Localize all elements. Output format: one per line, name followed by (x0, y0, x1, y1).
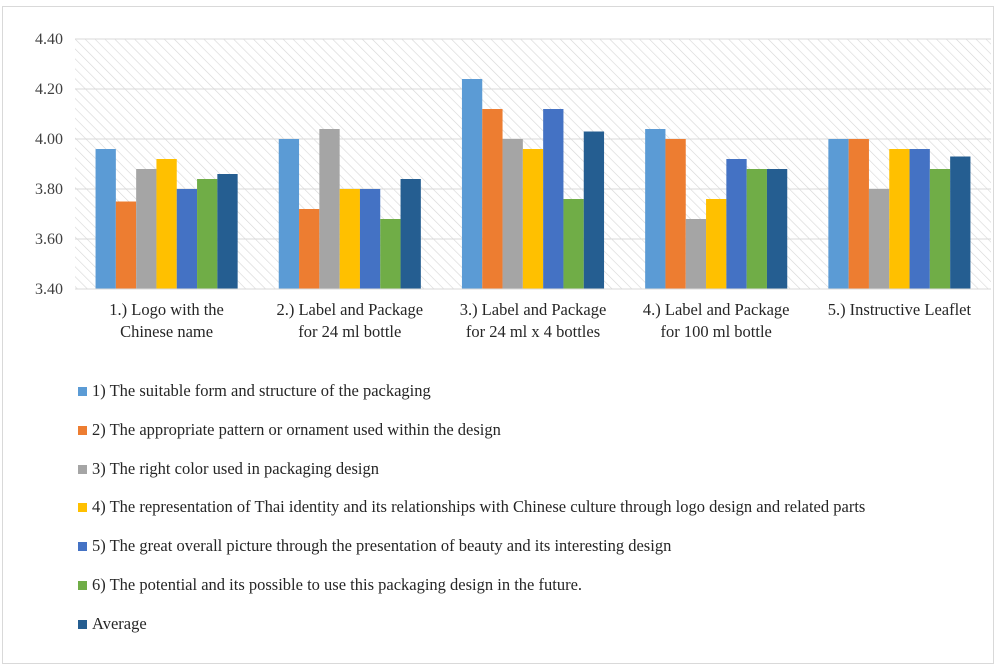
legend-swatch (78, 542, 87, 552)
legend-label: Average (92, 613, 147, 633)
bar (502, 139, 523, 289)
bar (115, 201, 137, 289)
bar (482, 109, 503, 289)
legend-label: 2) The appropriate pattern or ornament u… (92, 419, 501, 439)
legend-swatch (78, 503, 87, 513)
bar (665, 139, 686, 289)
y-tick-label: 4.40 (35, 31, 63, 48)
bar (299, 209, 320, 289)
legend-label: 1) The suitable form and structure of th… (92, 381, 431, 400)
bar (95, 149, 116, 289)
legend-label: 6) The potential and its possible to use… (92, 574, 583, 594)
bar (380, 219, 401, 289)
legend-item: Average (78, 614, 865, 653)
bar (746, 169, 767, 289)
legend-swatch (78, 619, 87, 629)
legend-label: 4) The representation of Thai identity a… (92, 497, 866, 517)
bar (645, 129, 666, 289)
bar (359, 189, 381, 289)
x-tick-label: for 24 ml bottle (298, 322, 401, 341)
legend-item: 4) The representation of Thai identity a… (78, 497, 865, 536)
bar (461, 79, 483, 289)
bar (950, 156, 971, 289)
bar (156, 159, 177, 289)
chart-frame: 3.40 3.60 3.80 4.00 4.20 4.40 1.) Logo with th… (2, 6, 994, 664)
legend-swatch (78, 580, 87, 590)
bar (563, 199, 584, 289)
legend-item: 2) The appropriate pattern or ornament u… (78, 420, 865, 459)
x-tick-label: for 24 ml x 4 bottles (466, 322, 600, 341)
bar (868, 189, 890, 289)
bar (583, 131, 605, 289)
bar (685, 219, 707, 289)
x-tick-label: 2.) Label and Package (276, 300, 423, 319)
y-tick-label: 3.80 (35, 181, 63, 198)
y-tick-label: 3.40 (35, 281, 63, 298)
x-tick-label: 4.) Label and Package (643, 300, 790, 319)
bar (400, 179, 421, 289)
legend-item: 1) The suitable form and structure of th… (78, 381, 865, 420)
bar (278, 139, 300, 289)
y-tick-label: 4.20 (35, 81, 63, 98)
bar (217, 174, 238, 289)
x-tick-label: for 100 ml bottle (661, 322, 772, 341)
legend-item: 6) The potential and its possible to use… (78, 575, 865, 614)
x-tick-label: 1.) Logo with the (109, 300, 224, 319)
bar (339, 189, 360, 289)
bar (766, 169, 788, 289)
bar (197, 179, 218, 289)
x-tick-label: Chinese name (120, 322, 213, 341)
x-tick-label: 5.) Instructive Leaflet (828, 300, 972, 319)
bar-chart: 3.40 3.60 3.80 4.00 4.20 4.40 1.) Logo with th… (35, 31, 991, 341)
legend-swatch (78, 425, 87, 435)
bar (176, 189, 198, 289)
legend-item: 5) The great overall picture through the… (78, 536, 865, 575)
x-tick-label: 3.) Label and Package (460, 300, 607, 319)
legend-swatch (78, 387, 87, 396)
bar (522, 149, 544, 289)
legend-item: 3) The right color used in packaging des… (78, 459, 865, 498)
bar (929, 169, 951, 289)
legend-label: 5) The great overall picture through the… (92, 536, 672, 556)
bar (319, 129, 340, 289)
legend-label: 3) The right color used in packaging des… (92, 458, 380, 478)
bar (136, 169, 157, 289)
y-tick-label: 4.00 (35, 131, 63, 148)
chart-legend: 1) The suitable form and structure of th… (78, 381, 865, 653)
bar (726, 159, 747, 289)
bar (889, 149, 910, 289)
bar (848, 139, 869, 289)
legend-swatch (78, 464, 87, 474)
bar (543, 109, 564, 289)
bar (706, 199, 727, 289)
bar (828, 139, 849, 289)
y-tick-label: 3.60 (35, 231, 63, 248)
bar (909, 149, 930, 289)
